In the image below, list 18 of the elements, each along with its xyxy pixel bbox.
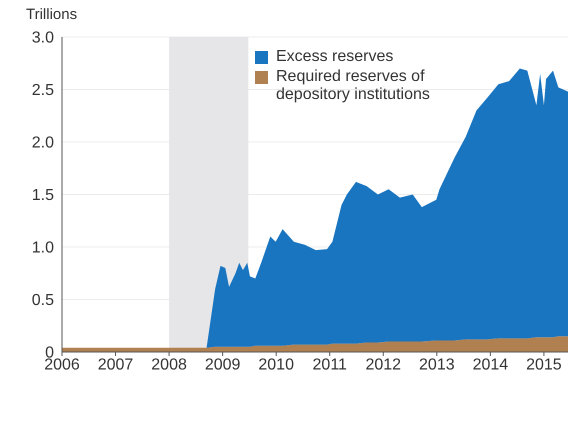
- y-tick-label: 2.0: [32, 134, 54, 152]
- y-tick-label: 1.5: [32, 187, 54, 204]
- x-tick-label: 2008: [151, 356, 187, 374]
- y-tick-label: 1.0: [32, 240, 54, 257]
- y-tick-label: 0.5: [32, 292, 54, 310]
- x-tick-label: 2007: [98, 356, 134, 374]
- y-tick-label: 2.5: [32, 82, 54, 100]
- x-tick-label: 2011: [312, 356, 348, 374]
- x-tick-label: 2009: [204, 356, 241, 374]
- y-axis-title: Trillions: [26, 6, 78, 23]
- y-tick-label: 3.0: [32, 30, 54, 47]
- x-tick-label: 2014: [472, 356, 508, 374]
- x-tick-label: 2015: [526, 356, 562, 374]
- x-tick-label: 2010: [258, 356, 294, 374]
- legend-label: Required reserves of depository institutions: [276, 68, 431, 104]
- legend-label: Excess reserves: [276, 48, 394, 66]
- x-tick-label: 2013: [419, 356, 455, 374]
- x-tick-label: 2012: [365, 356, 402, 374]
